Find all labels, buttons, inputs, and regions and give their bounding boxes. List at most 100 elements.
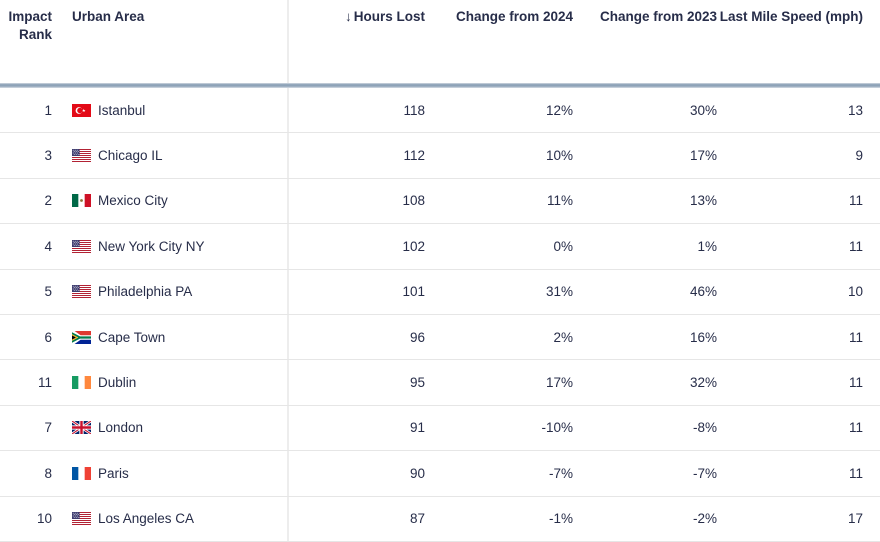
flag-icon-turkey (72, 103, 91, 117)
hours-lost-cell: 102 (402, 238, 425, 254)
flag-icon-france (72, 466, 91, 480)
change-2023-cell: 16% (689, 329, 717, 345)
column-header-change-2024[interactable]: Change from 2024 (455, 9, 573, 24)
urban-area-label: Dublin (98, 375, 137, 391)
hours-lost-cell: 91 (409, 420, 425, 436)
change-2024-cell: -1% (548, 511, 573, 527)
impact-rank-cell: 8 (44, 465, 52, 481)
change-2023-cell: 30% (689, 102, 717, 118)
urban-area-label: Chicago IL (98, 148, 163, 164)
urban-area-cell: London (52, 420, 287, 435)
hours-lost-cell: 108 (402, 193, 425, 209)
flag-icon-south-africa (72, 330, 91, 344)
table-row: 6 Cape Town 96 2% 16% 11 (0, 315, 880, 361)
last-mile-speed-cell: 13 (847, 102, 863, 118)
last-mile-speed-cell: 11 (848, 193, 863, 209)
change-2024-cell: -10% (541, 420, 573, 436)
hours-lost-cell: 87 (409, 511, 425, 527)
column-header-urban-area[interactable]: Urban Area (72, 9, 145, 24)
last-mile-speed-cell: 10 (847, 284, 863, 300)
table-row: 4 New York City NY 102 0% 1% 11 (0, 224, 880, 270)
impact-rank-cell: 11 (37, 375, 52, 391)
hours-lost-cell: 118 (403, 102, 425, 118)
last-mile-speed-cell: 11 (848, 329, 863, 345)
last-mile-speed-cell: 11 (848, 420, 863, 436)
header-divider (0, 83, 880, 88)
urban-area-cell: Philadelphia PA (52, 284, 287, 299)
column-header-change-2023[interactable]: Change from 2023 (599, 9, 717, 24)
table-row: 7 London 91 -10% -8% 11 (0, 406, 880, 452)
impact-rank-cell: 5 (44, 284, 52, 300)
column-header-impact-rank[interactable]: Impact Rank (8, 9, 52, 42)
table-row: 3 Chicago IL 112 10% 17% 9 (0, 133, 880, 179)
change-2024-cell: 11% (546, 193, 573, 209)
last-mile-speed-cell: 11 (848, 465, 863, 481)
hours-lost-cell: 95 (409, 375, 425, 391)
urban-area-label: Istanbul (98, 102, 146, 118)
change-2023-cell: 32% (689, 375, 717, 391)
table-row: 10 Los Angeles CA 87 -1% -2% 17 (0, 497, 880, 542)
urban-area-label: Cape Town (98, 329, 166, 345)
flag-icon-usa (72, 149, 91, 163)
impact-rank-cell: 2 (44, 193, 52, 209)
table-header: Impact Rank Urban Area ↓ Hours Lost Chang… (0, 0, 880, 83)
last-mile-speed-cell: 11 (848, 238, 863, 254)
hours-lost-cell: 112 (403, 148, 425, 164)
flag-icon-usa (72, 512, 91, 526)
table-row: 5 Philadelphia PA 101 31% 46% 10 (0, 270, 880, 315)
urban-area-label: Mexico City (98, 193, 168, 209)
flag-icon-usa (72, 239, 91, 253)
change-2023-cell: 1% (697, 238, 717, 254)
change-2024-cell: 17% (545, 375, 573, 391)
change-2023-cell: -8% (692, 420, 717, 436)
last-mile-speed-cell: 9 (855, 148, 863, 164)
hours-lost-cell: 101 (402, 284, 425, 300)
impact-rank-cell: 3 (44, 148, 52, 164)
table-row: 8 Paris 90 -7% -7% 11 (0, 451, 880, 497)
impact-rank-cell: 10 (36, 511, 52, 527)
urban-area-label: Philadelphia PA (98, 284, 193, 300)
change-2024-cell: 2% (553, 329, 573, 345)
flag-icon-ireland (72, 376, 91, 390)
impact-rank-cell: 1 (44, 102, 52, 118)
urban-area-cell: Cape Town (52, 330, 287, 345)
table-body: 1 Istanbul 118 12% 30% 13 3 Chicago IL 112 10% 17%… (0, 88, 880, 542)
urban-area-cell: Dublin (52, 375, 287, 390)
urban-area-label: London (98, 420, 144, 436)
table-row: 2 Mexico City 108 11% 13% 11 (0, 179, 880, 225)
change-2024-cell: 0% (553, 238, 573, 254)
table-row: 11 Dublin 95 17% 32% 11 (0, 360, 880, 406)
change-2023-cell: 46% (689, 284, 717, 300)
flag-icon-usa (72, 285, 91, 299)
column-header-last-mile-speed[interactable]: Last Mile Speed (mph) (719, 9, 863, 24)
urban-area-label: Paris (98, 465, 129, 481)
change-2023-cell: 13% (689, 193, 717, 209)
impact-rank-cell: 6 (44, 329, 52, 345)
change-2023-cell: -7% (692, 465, 717, 481)
change-2023-cell: 17% (689, 148, 717, 164)
column-divider (287, 0, 289, 542)
hours-lost-label: Hours Lost (353, 9, 425, 24)
table-row: 1 Istanbul 118 12% 30% 13 (0, 88, 880, 134)
flag-icon-uk (72, 421, 91, 435)
hours-lost-cell: 90 (409, 465, 425, 481)
flag-icon-mexico (72, 194, 91, 208)
sort-descending-icon: ↓ (344, 9, 352, 24)
urban-area-cell: Mexico City (52, 193, 287, 208)
urban-area-cell: Paris (52, 466, 287, 481)
change-2023-cell: -2% (692, 511, 717, 527)
change-2024-cell: 10% (545, 148, 573, 164)
change-2024-cell: 12% (545, 102, 573, 118)
urban-area-cell: Los Angeles CA (52, 511, 287, 526)
urban-area-label: New York City NY (98, 238, 205, 254)
impact-rank-cell: 7 (44, 420, 52, 436)
change-2024-cell: 31% (545, 284, 573, 300)
urban-area-cell: Istanbul (52, 103, 287, 118)
hours-lost-cell: 96 (409, 329, 425, 345)
urban-area-label: Los Angeles CA (98, 511, 195, 527)
column-header-hours-lost[interactable]: ↓ Hours Lost (287, 8, 425, 83)
urban-area-cell: Chicago IL (52, 148, 287, 163)
last-mile-speed-cell: 17 (847, 511, 863, 527)
impact-rank-cell: 4 (44, 238, 52, 254)
